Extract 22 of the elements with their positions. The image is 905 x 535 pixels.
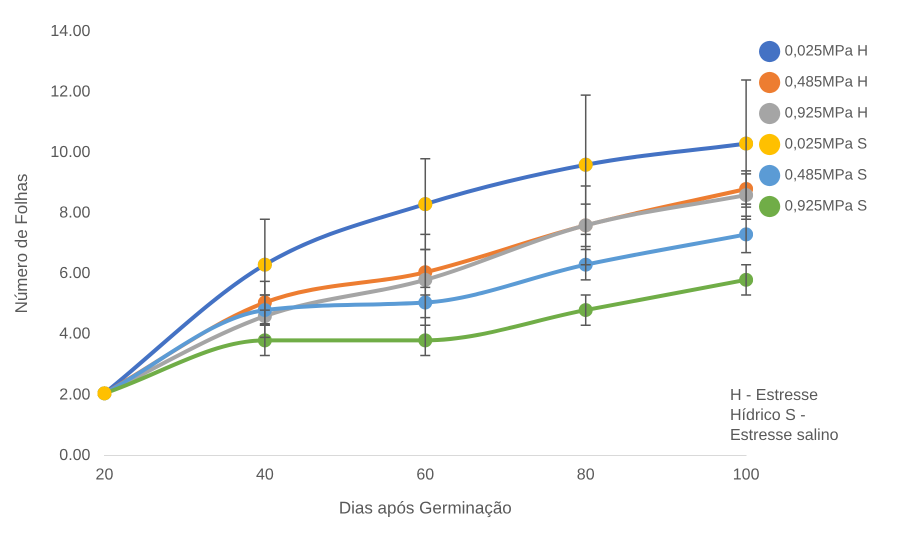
x-tick-label: 100 [732, 466, 760, 484]
y-axis-title: Número de Folhas [12, 174, 31, 314]
y-tick-label: 10.00 [50, 144, 91, 162]
legend-label: 0,025MPa S [784, 136, 868, 153]
legend-label: 0,485MPa H [784, 74, 868, 91]
legend-label: 0,485MPa S [784, 166, 868, 184]
x-tick-label: 60 [416, 466, 434, 484]
y-tick-label: 14.00 [50, 23, 91, 40]
y-tick-label: 2.00 [59, 386, 91, 404]
y-tick-label: 4.00 [59, 326, 91, 343]
y-tick-label: 12.00 [50, 84, 91, 101]
y-tick-label: 0.00 [59, 446, 91, 464]
y-tick-label: 8.00 [59, 204, 91, 222]
x-tick-label: 40 [256, 466, 274, 484]
x-axis-title: Dias após Germinação [338, 498, 512, 518]
legend-label: 0,025MPa H [784, 42, 868, 60]
legend-label: 0,925MPa H [784, 104, 868, 122]
y-tick-label: 6.00 [59, 265, 91, 282]
legend-label: 0,925MPa S [784, 198, 868, 215]
annotation: H - Estresse Hídrico S - Estresse salino [730, 386, 840, 446]
x-tick-label: 80 [576, 466, 595, 484]
x-tick-label: 20 [96, 466, 114, 484]
